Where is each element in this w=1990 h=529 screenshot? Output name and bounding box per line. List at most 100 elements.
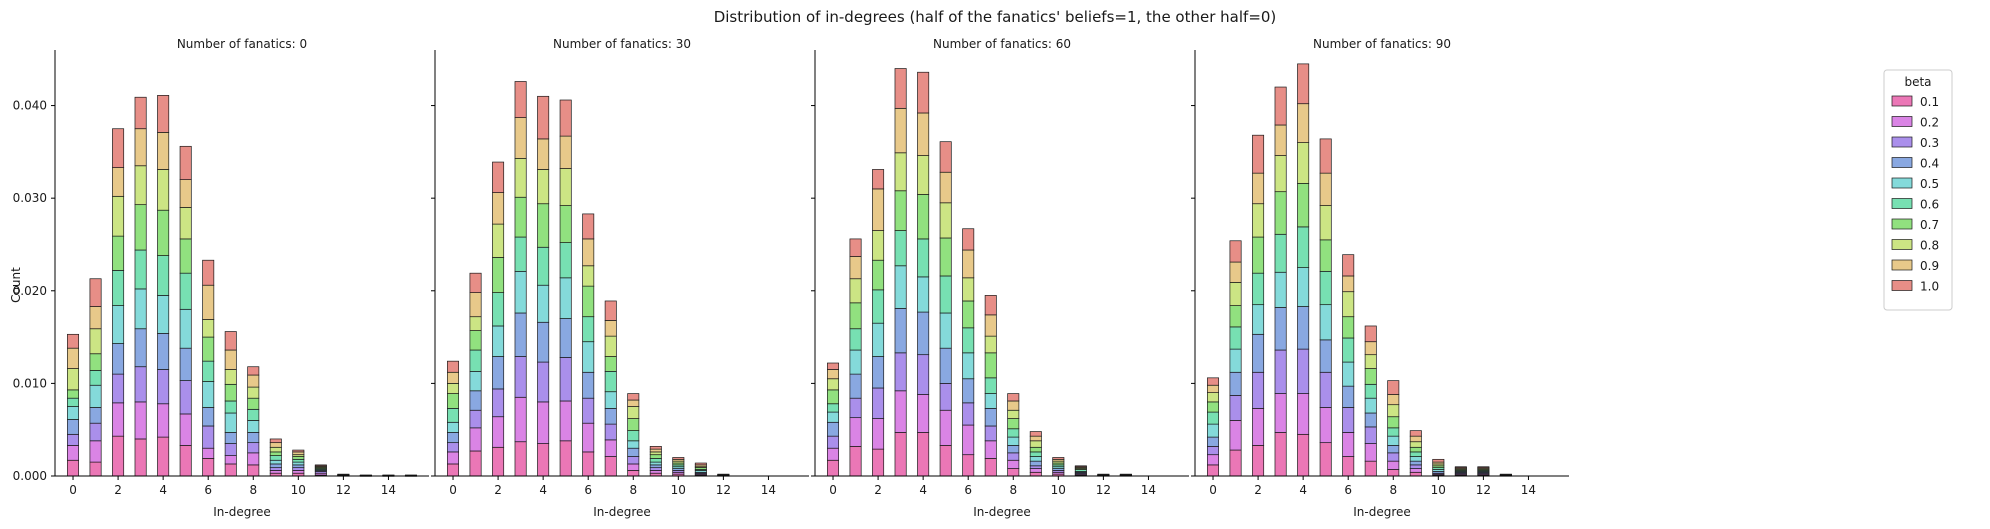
bar-segment — [1029, 440, 1042, 448]
legend[interactable]: beta 0.1 0.2 0.3 0.4 0.5 0.6 0.7 0.8 0.9 1.0 — [1883, 69, 1953, 311]
legend-box — [1883, 69, 1953, 311]
bar-segment — [247, 386, 260, 399]
bar-segment — [492, 356, 505, 390]
bar-segment — [939, 383, 952, 411]
bar-segment — [917, 354, 930, 395]
x-tick-label: 14 — [381, 483, 396, 497]
legend-swatch[interactable] — [1891, 198, 1913, 209]
bar-segment — [939, 445, 952, 477]
bar-segment — [179, 207, 192, 240]
bar-segment — [849, 278, 862, 304]
bar-segment — [202, 336, 215, 362]
bar-segment — [1297, 306, 1310, 350]
bar-segment — [1387, 394, 1400, 406]
bar-segment — [1364, 426, 1377, 444]
bar-segment — [492, 416, 505, 448]
bar-segment — [269, 455, 282, 461]
bar-segment — [1229, 348, 1242, 373]
legend-label[interactable]: 0.5 — [1920, 177, 1939, 191]
bar-segment — [627, 447, 640, 457]
bar-segment — [827, 435, 840, 449]
legend-label[interactable]: 0.9 — [1920, 259, 1939, 273]
bar-segment — [917, 432, 930, 477]
legend-label[interactable]: 0.3 — [1920, 136, 1939, 150]
bar-segment — [537, 169, 550, 205]
bar-segment — [939, 141, 952, 173]
bar-segment — [582, 397, 595, 424]
legend-label[interactable]: 0.4 — [1920, 157, 1939, 171]
panel-0: Number of fanatics: 0 0 2 4 6 8 10 12 14 0.000 0.0… — [13, 37, 429, 519]
bar-segment — [604, 320, 617, 337]
bar-segment — [849, 417, 862, 447]
bar-segment — [89, 422, 102, 442]
bar-segment — [1409, 460, 1422, 466]
bar-segment — [1007, 452, 1020, 461]
legend-label[interactable]: 0.8 — [1920, 239, 1939, 253]
legend-swatch[interactable] — [1891, 136, 1913, 148]
legend-label[interactable]: 0.2 — [1920, 116, 1939, 130]
bar-segment — [134, 288, 147, 330]
legend-swatch[interactable] — [1891, 259, 1913, 271]
bar-segment — [514, 196, 527, 238]
bar-segment — [1274, 432, 1287, 477]
bar-segment — [269, 442, 282, 448]
bar-segment — [872, 230, 885, 261]
bar-segment — [469, 316, 482, 331]
bar-segment — [604, 371, 617, 393]
legend-swatch[interactable] — [1891, 116, 1913, 127]
bar-segment — [649, 470, 662, 474]
bar-segment — [89, 384, 102, 408]
bar-segment — [492, 325, 505, 357]
bar-segment — [157, 369, 170, 405]
bar-segment — [849, 328, 862, 351]
bar-segment — [872, 322, 885, 357]
bar-segment — [537, 321, 550, 363]
bar-segment — [1029, 451, 1042, 457]
legend-label[interactable]: 0.7 — [1920, 218, 1939, 232]
bar-segment — [1364, 383, 1377, 399]
bar-segment — [962, 327, 975, 354]
bar-segment — [157, 333, 170, 370]
x-tick-label: 6 — [964, 483, 972, 497]
bar-segment — [827, 378, 840, 391]
bar-segment — [1319, 442, 1332, 477]
legend-swatch[interactable] — [1891, 218, 1913, 230]
bar-segment — [1297, 183, 1310, 228]
bar-segment — [604, 439, 617, 457]
bar-segment — [1409, 435, 1422, 443]
legend-swatch[interactable] — [1891, 280, 1913, 291]
bar-segment — [827, 403, 840, 413]
bar-segment — [604, 456, 617, 477]
bar-segment — [179, 272, 192, 310]
bar-segment — [984, 377, 997, 394]
bar-segment — [1477, 466, 1490, 469]
bar-segment — [492, 257, 505, 293]
legend-swatch[interactable] — [1891, 157, 1913, 168]
legend-swatch[interactable] — [1891, 239, 1913, 250]
bar-segment — [559, 440, 572, 477]
bar-segment — [157, 95, 170, 133]
bar-segment — [1409, 471, 1422, 477]
legend-label[interactable]: 0.6 — [1920, 198, 1939, 212]
bar-segment — [649, 458, 662, 463]
bar-segment — [649, 467, 662, 471]
bar-segment — [1029, 465, 1042, 469]
x-tick-label: 12 — [716, 483, 731, 497]
bar-segment — [1454, 466, 1467, 469]
legend-swatch[interactable] — [1891, 95, 1913, 107]
bar-segment — [1319, 138, 1332, 174]
bar-segment — [1252, 408, 1265, 446]
bar-segment — [962, 249, 975, 279]
bar-segment — [157, 295, 170, 334]
bar-segment — [1252, 272, 1265, 306]
legend-swatch[interactable] — [1891, 177, 1913, 189]
bar-segment — [849, 302, 862, 330]
legend-label[interactable]: 0.1 — [1920, 95, 1939, 109]
legend-label[interactable]: 1.0 — [1920, 280, 1939, 294]
bar-segment — [179, 347, 192, 381]
bar-segment — [604, 423, 617, 441]
bar-segment — [202, 319, 215, 338]
bar-segment — [292, 449, 305, 453]
bar-segment — [447, 393, 460, 409]
bar-segment — [559, 400, 572, 442]
